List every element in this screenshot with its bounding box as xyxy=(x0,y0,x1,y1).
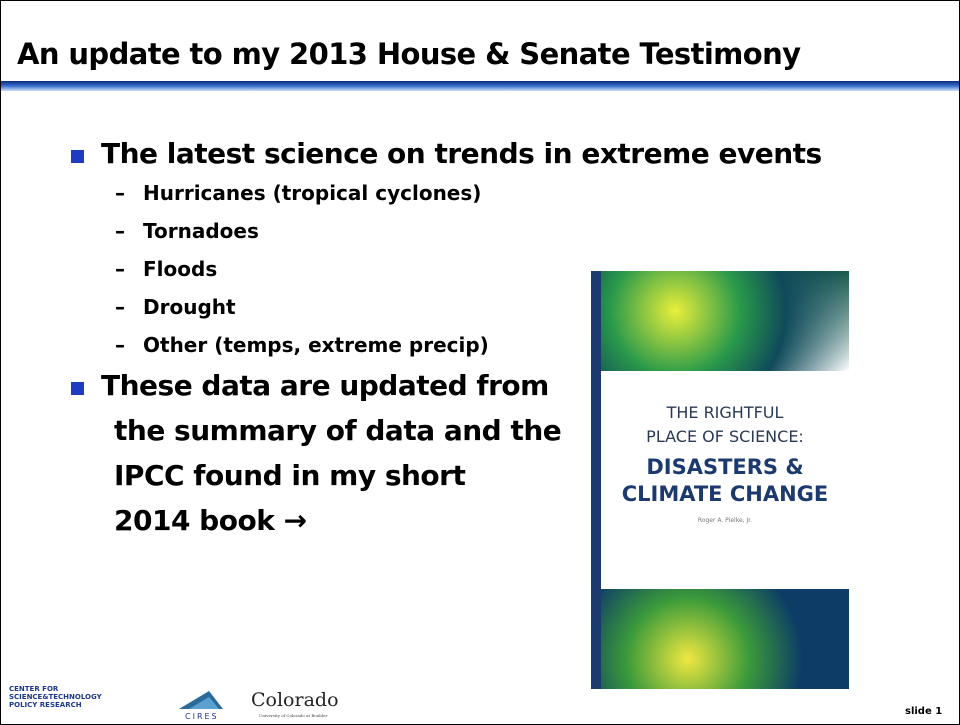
logo-text: FOR xyxy=(42,685,58,693)
book-author: Roger A. Pielke, Jr. xyxy=(601,517,849,524)
logo-text: SCIENCE xyxy=(9,693,42,701)
sub-item: Floods xyxy=(143,257,217,281)
bullet-marker xyxy=(71,382,84,395)
sub-dash: – xyxy=(115,181,125,205)
book-cover: THE RIGHTFUL PLACE OF SCIENCE: DISASTERS… xyxy=(591,271,849,689)
title-rule xyxy=(1,81,959,91)
cstpr-logo: CENTER FOR SCIENCE&TECHNOLOGY POLICY RES… xyxy=(9,685,139,709)
logo-text: TECHNOLOGY xyxy=(48,693,101,701)
book-title: CLIMATE CHANGE xyxy=(601,482,849,506)
bullet-marker xyxy=(71,150,84,163)
bullet-text: IPCC found in my short xyxy=(114,459,465,492)
bullet-text: These data are updated from xyxy=(101,369,549,402)
logo-text: CENTER xyxy=(9,685,40,693)
logo-text: CIRES xyxy=(185,712,219,721)
sub-dash: – xyxy=(115,219,125,243)
slide: An update to my 2013 House & Senate Test… xyxy=(0,0,960,725)
book-title: PLACE OF SCIENCE: xyxy=(601,427,849,446)
logo-text: POLICY RESEARCH xyxy=(9,701,82,709)
bullet-text: The latest science on trends in extreme … xyxy=(101,137,822,170)
sub-item: Drought xyxy=(143,295,236,319)
bullet-text: 2014 book → xyxy=(114,504,307,537)
cover-art xyxy=(601,589,849,689)
cover-art xyxy=(601,271,849,371)
logo-text: University of Colorado at Boulder xyxy=(259,713,327,718)
logo-text: Colorado xyxy=(251,689,339,711)
bullet-text: the summary of data and the xyxy=(114,414,561,447)
book-title: THE RIGHTFUL xyxy=(601,403,849,422)
book-title: DISASTERS & xyxy=(601,455,849,479)
sub-item: Other (temps, extreme precip) xyxy=(143,333,489,357)
book-spine xyxy=(591,271,601,689)
slide-number: slide 1 xyxy=(905,706,942,717)
sub-dash: – xyxy=(115,295,125,319)
sub-dash: – xyxy=(115,257,125,281)
sub-item: Tornadoes xyxy=(143,219,259,243)
slide-title: An update to my 2013 House & Senate Test… xyxy=(17,37,800,71)
sub-item: Hurricanes (tropical cyclones) xyxy=(143,181,481,205)
sub-dash: – xyxy=(115,333,125,357)
